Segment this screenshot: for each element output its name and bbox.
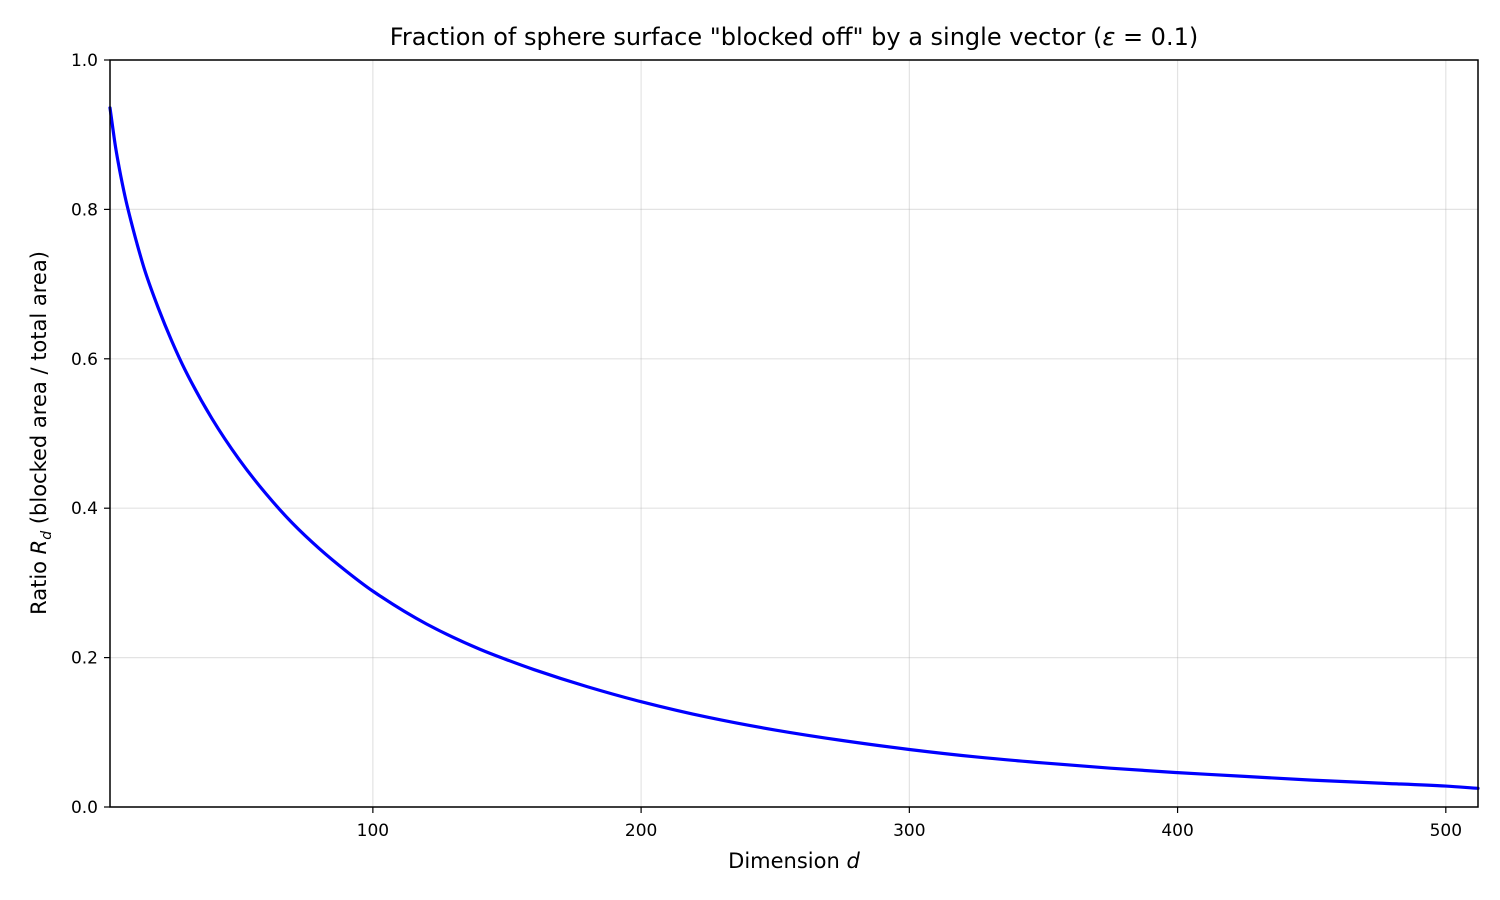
- y-axis-label-suffix: (blocked area / total area): [27, 251, 51, 531]
- x-tick-label: 300: [893, 821, 925, 841]
- y-tick-label: 0.8: [71, 200, 98, 220]
- x-tick-label: 400: [1161, 821, 1193, 841]
- y-axis-label-sub: d: [39, 531, 55, 540]
- y-axis-label-var: R: [27, 540, 51, 555]
- y-tick-label: 0.2: [71, 649, 98, 669]
- x-axis-label-var: d: [846, 849, 860, 873]
- y-tick-label: 0.4: [71, 499, 98, 519]
- chart-title-suffix: = 0.1): [1115, 23, 1198, 51]
- x-tick-label: 500: [1430, 821, 1462, 841]
- x-axis-label-text: Dimension: [728, 849, 846, 873]
- chart-title-symbol: ε: [1102, 23, 1115, 51]
- x-tick-label: 200: [625, 821, 657, 841]
- series-line-0: [108, 106, 1480, 790]
- y-tick-label: 0.0: [71, 798, 98, 818]
- y-tick-label: 1.0: [71, 51, 98, 71]
- axis-ticks: 100 200 300 400 500 0.0 0.2 0.4 0.6 0.8 1.0: [71, 51, 1462, 841]
- y-axis-label: Ratio Rd (blocked area / total area): [27, 251, 55, 615]
- x-axis-label: Dimension d: [728, 849, 860, 873]
- y-tick-label: 0.6: [71, 350, 98, 370]
- plot-frame: [109, 59, 1479, 808]
- series-layer: [108, 106, 1480, 790]
- chart-title-prefix: Fraction of sphere surface "blocked off"…: [390, 23, 1103, 51]
- chart-title: Fraction of sphere surface "blocked off"…: [390, 23, 1198, 51]
- y-axis-label-prefix: Ratio: [27, 554, 51, 615]
- x-tick-label: 100: [357, 821, 389, 841]
